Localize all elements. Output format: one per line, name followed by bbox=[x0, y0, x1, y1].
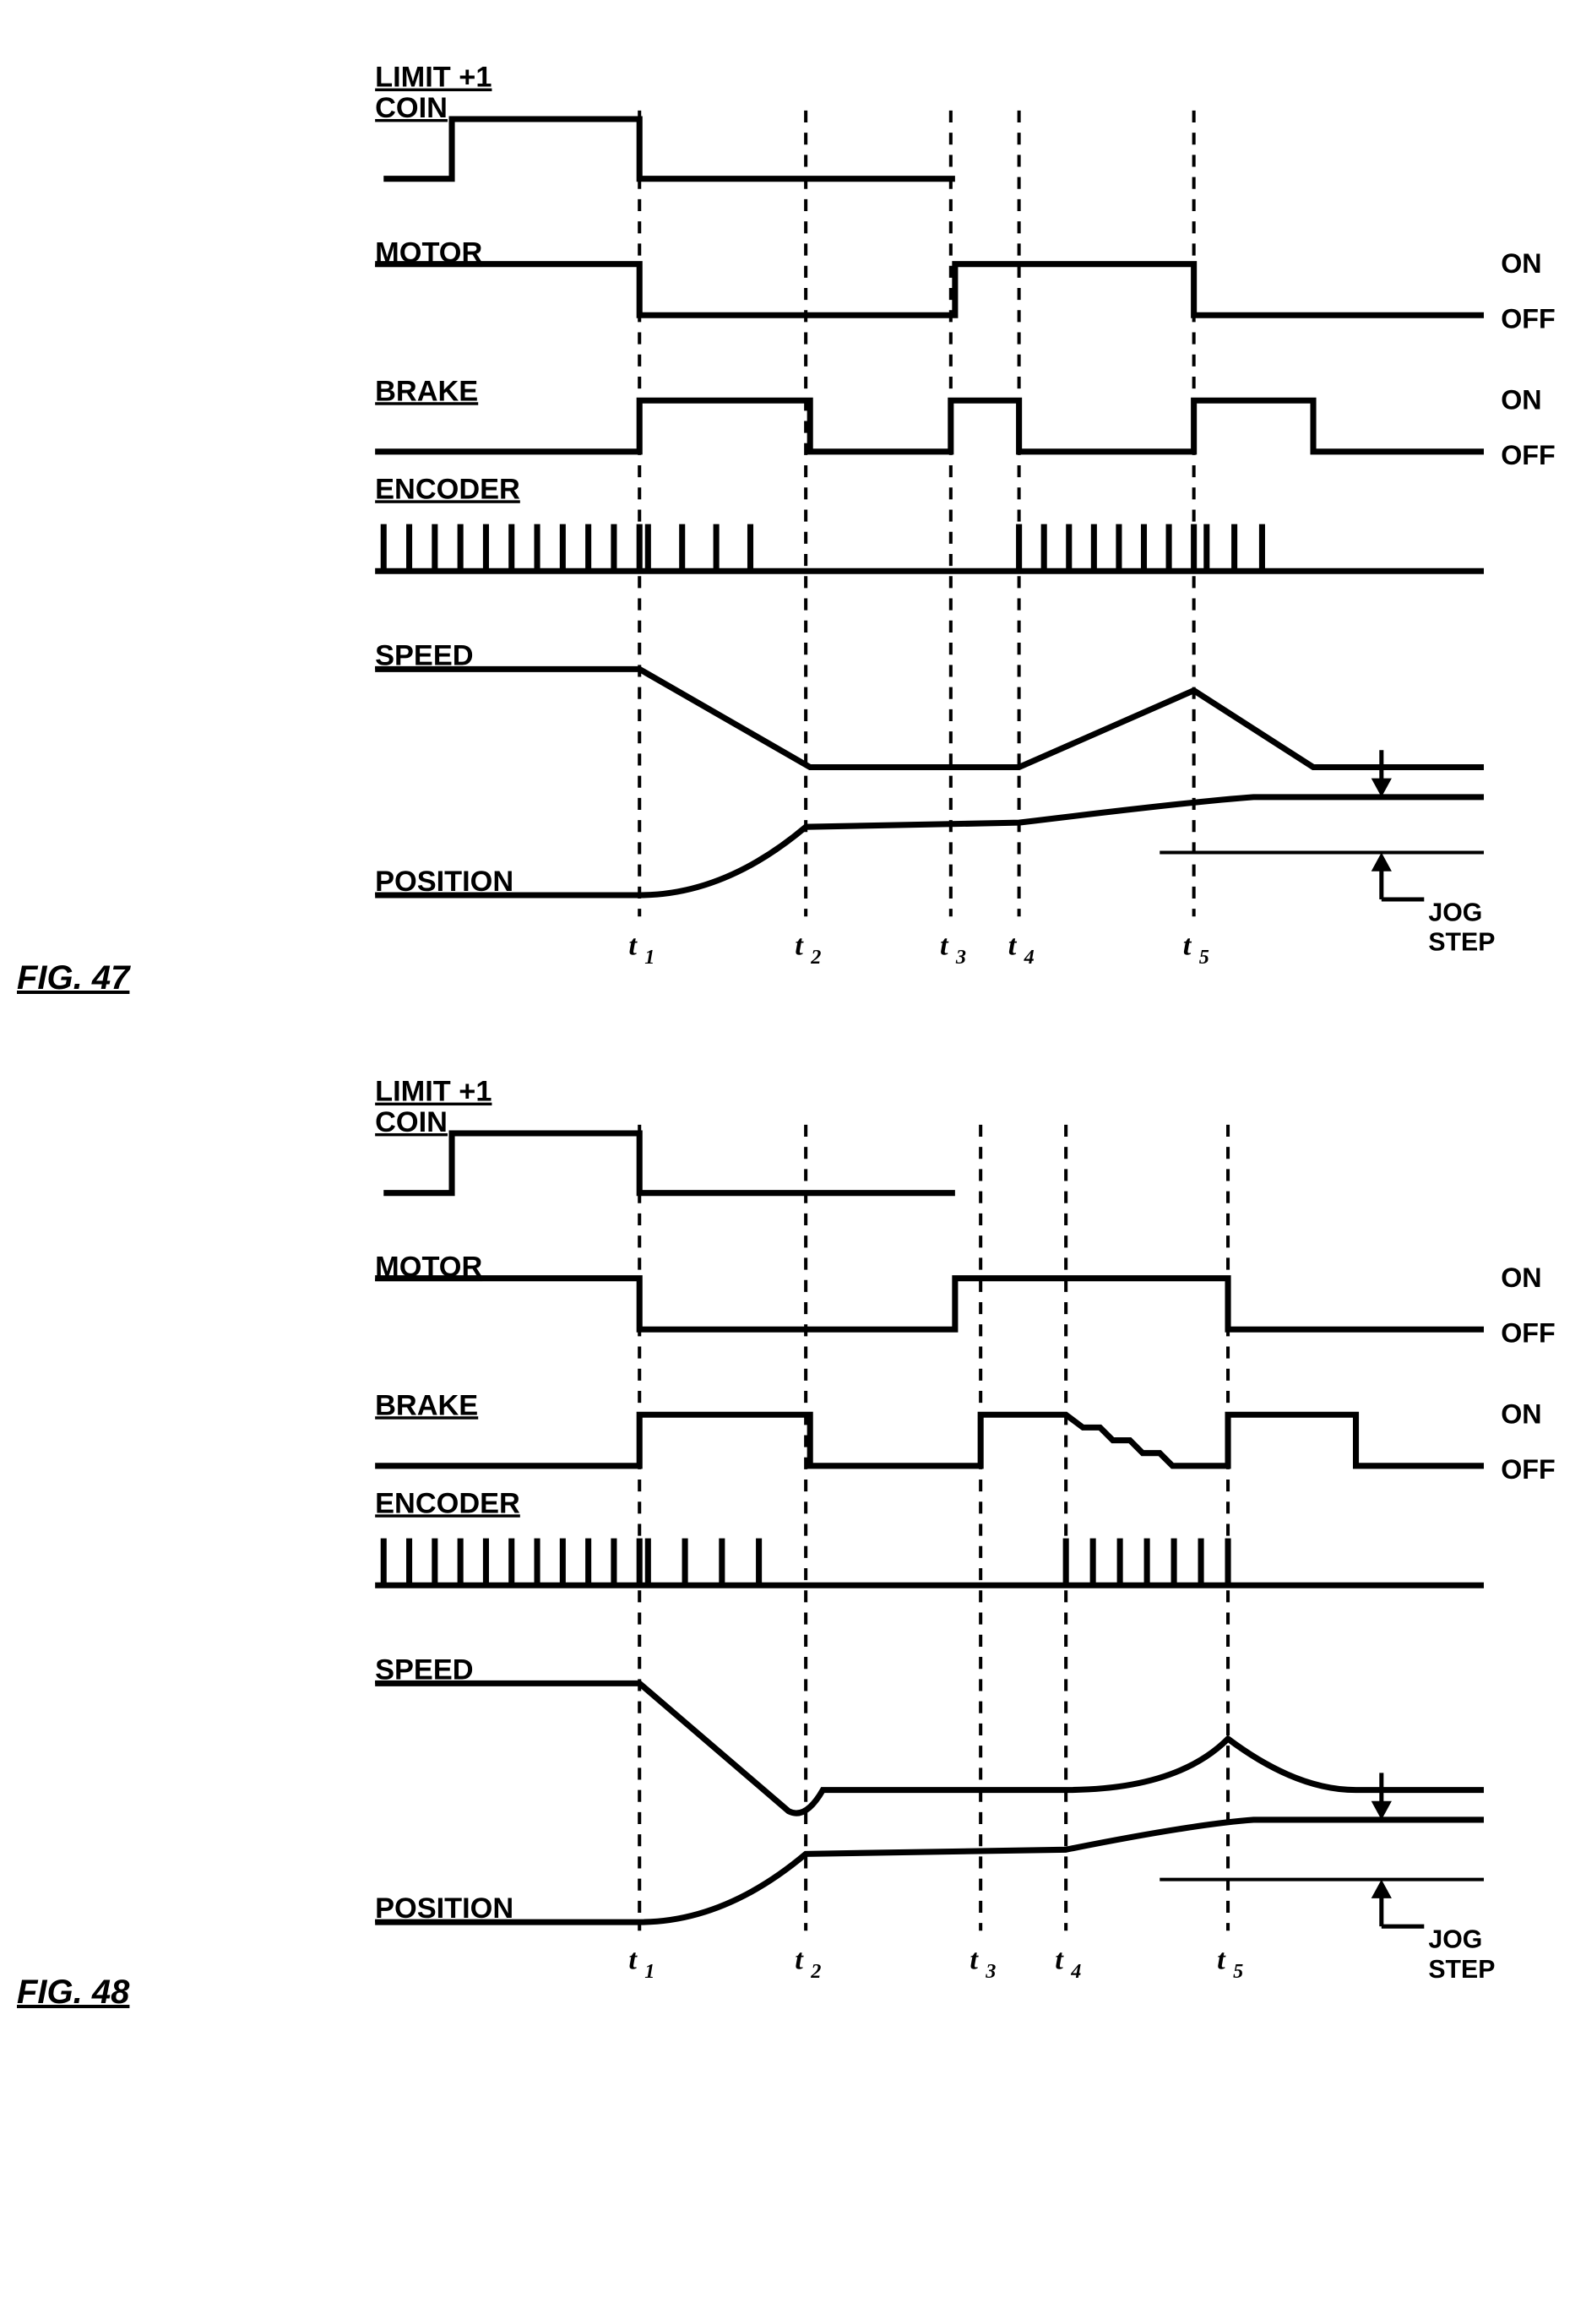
state-label-off: OFF bbox=[1501, 440, 1556, 470]
label: t bbox=[1008, 930, 1018, 962]
time-label-t4: t4 bbox=[1008, 930, 1035, 969]
label: 1 bbox=[644, 946, 654, 969]
jog-step-label: STEP bbox=[1428, 1956, 1495, 1984]
label: t bbox=[1217, 1944, 1226, 1976]
signal-brake bbox=[375, 400, 1484, 452]
time-label-t2: t2 bbox=[795, 930, 821, 969]
time-label-t2: t2 bbox=[795, 1944, 821, 1983]
signal-brake bbox=[375, 1414, 1484, 1466]
jog-step-label: JOG bbox=[1428, 899, 1482, 926]
signal-limit-coin bbox=[383, 119, 955, 179]
fig47-caption: FIG. 47 bbox=[17, 959, 129, 997]
label-brake: BRAKE bbox=[375, 375, 478, 407]
signal-speed bbox=[375, 1684, 1484, 1814]
state-label-on: ON bbox=[1501, 1399, 1541, 1430]
label: 2 bbox=[810, 946, 821, 969]
signal-motor bbox=[375, 264, 1484, 316]
label: 3 bbox=[955, 946, 966, 969]
label-brake: BRAKE bbox=[375, 1389, 478, 1421]
label: t bbox=[970, 1944, 979, 1976]
signal-position bbox=[375, 797, 1484, 895]
signal-speed bbox=[375, 669, 1484, 767]
signal-motor bbox=[375, 1279, 1484, 1330]
label: 2 bbox=[810, 1960, 821, 1983]
jog-step-label: STEP bbox=[1428, 929, 1495, 957]
state-label-on: ON bbox=[1501, 1262, 1541, 1293]
time-label-t3: t3 bbox=[970, 1944, 996, 1983]
state-label-on: ON bbox=[1501, 248, 1541, 279]
state-label-on: ON bbox=[1501, 384, 1541, 415]
label: t bbox=[628, 1944, 638, 1976]
label-limit-coin: COIN bbox=[375, 1106, 448, 1138]
label: t bbox=[795, 1944, 804, 1976]
label: 5 bbox=[1199, 946, 1209, 969]
time-label-t1: t1 bbox=[628, 1944, 654, 1983]
label: t bbox=[628, 930, 638, 962]
state-label-off: OFF bbox=[1501, 1318, 1556, 1349]
label: 4 bbox=[1070, 1960, 1081, 1983]
label: t bbox=[1183, 930, 1192, 962]
label: 1 bbox=[644, 1960, 654, 1983]
state-label-off: OFF bbox=[1501, 1454, 1556, 1485]
jog-step-label: JOG bbox=[1428, 1926, 1482, 1954]
time-label-t1: t1 bbox=[628, 930, 654, 969]
label: 3 bbox=[985, 1960, 996, 1983]
label: 4 bbox=[1024, 946, 1035, 969]
signal-limit-coin bbox=[383, 1133, 955, 1193]
label: t bbox=[795, 930, 804, 962]
time-label-t5: t5 bbox=[1183, 930, 1209, 969]
label: t bbox=[1055, 1944, 1064, 1976]
signal-position bbox=[375, 1820, 1484, 1922]
state-label-off: OFF bbox=[1501, 303, 1556, 334]
fig48-svg: LIMIT +1COINMOTORONOFFBRAKEONOFFENCODERS… bbox=[17, 1048, 1569, 2012]
jog-arrowhead-bot bbox=[1371, 852, 1392, 871]
fig47-svg: LIMIT +1COINMOTORONOFFBRAKEONOFFENCODERS… bbox=[17, 34, 1569, 997]
fig47-block: LIMIT +1COINMOTORONOFFBRAKEONOFFENCODERS… bbox=[17, 34, 1569, 997]
fig48-block: LIMIT +1COINMOTORONOFFBRAKEONOFFENCODERS… bbox=[17, 1048, 1569, 2012]
label-limit-coin: LIMIT +1 bbox=[375, 1076, 492, 1108]
jog-arrowhead-bot bbox=[1371, 1880, 1392, 1898]
time-label-t5: t5 bbox=[1217, 1944, 1243, 1983]
label-encoder: ENCODER bbox=[375, 473, 520, 505]
label: t bbox=[940, 930, 949, 962]
fig48-caption: FIG. 48 bbox=[17, 1974, 129, 2012]
time-label-t4: t4 bbox=[1055, 1944, 1081, 1983]
time-label-t3: t3 bbox=[940, 930, 966, 969]
label-limit-coin: LIMIT +1 bbox=[375, 62, 492, 94]
label-encoder: ENCODER bbox=[375, 1488, 520, 1520]
label-limit-coin: COIN bbox=[375, 92, 448, 124]
label: 5 bbox=[1233, 1960, 1243, 1983]
